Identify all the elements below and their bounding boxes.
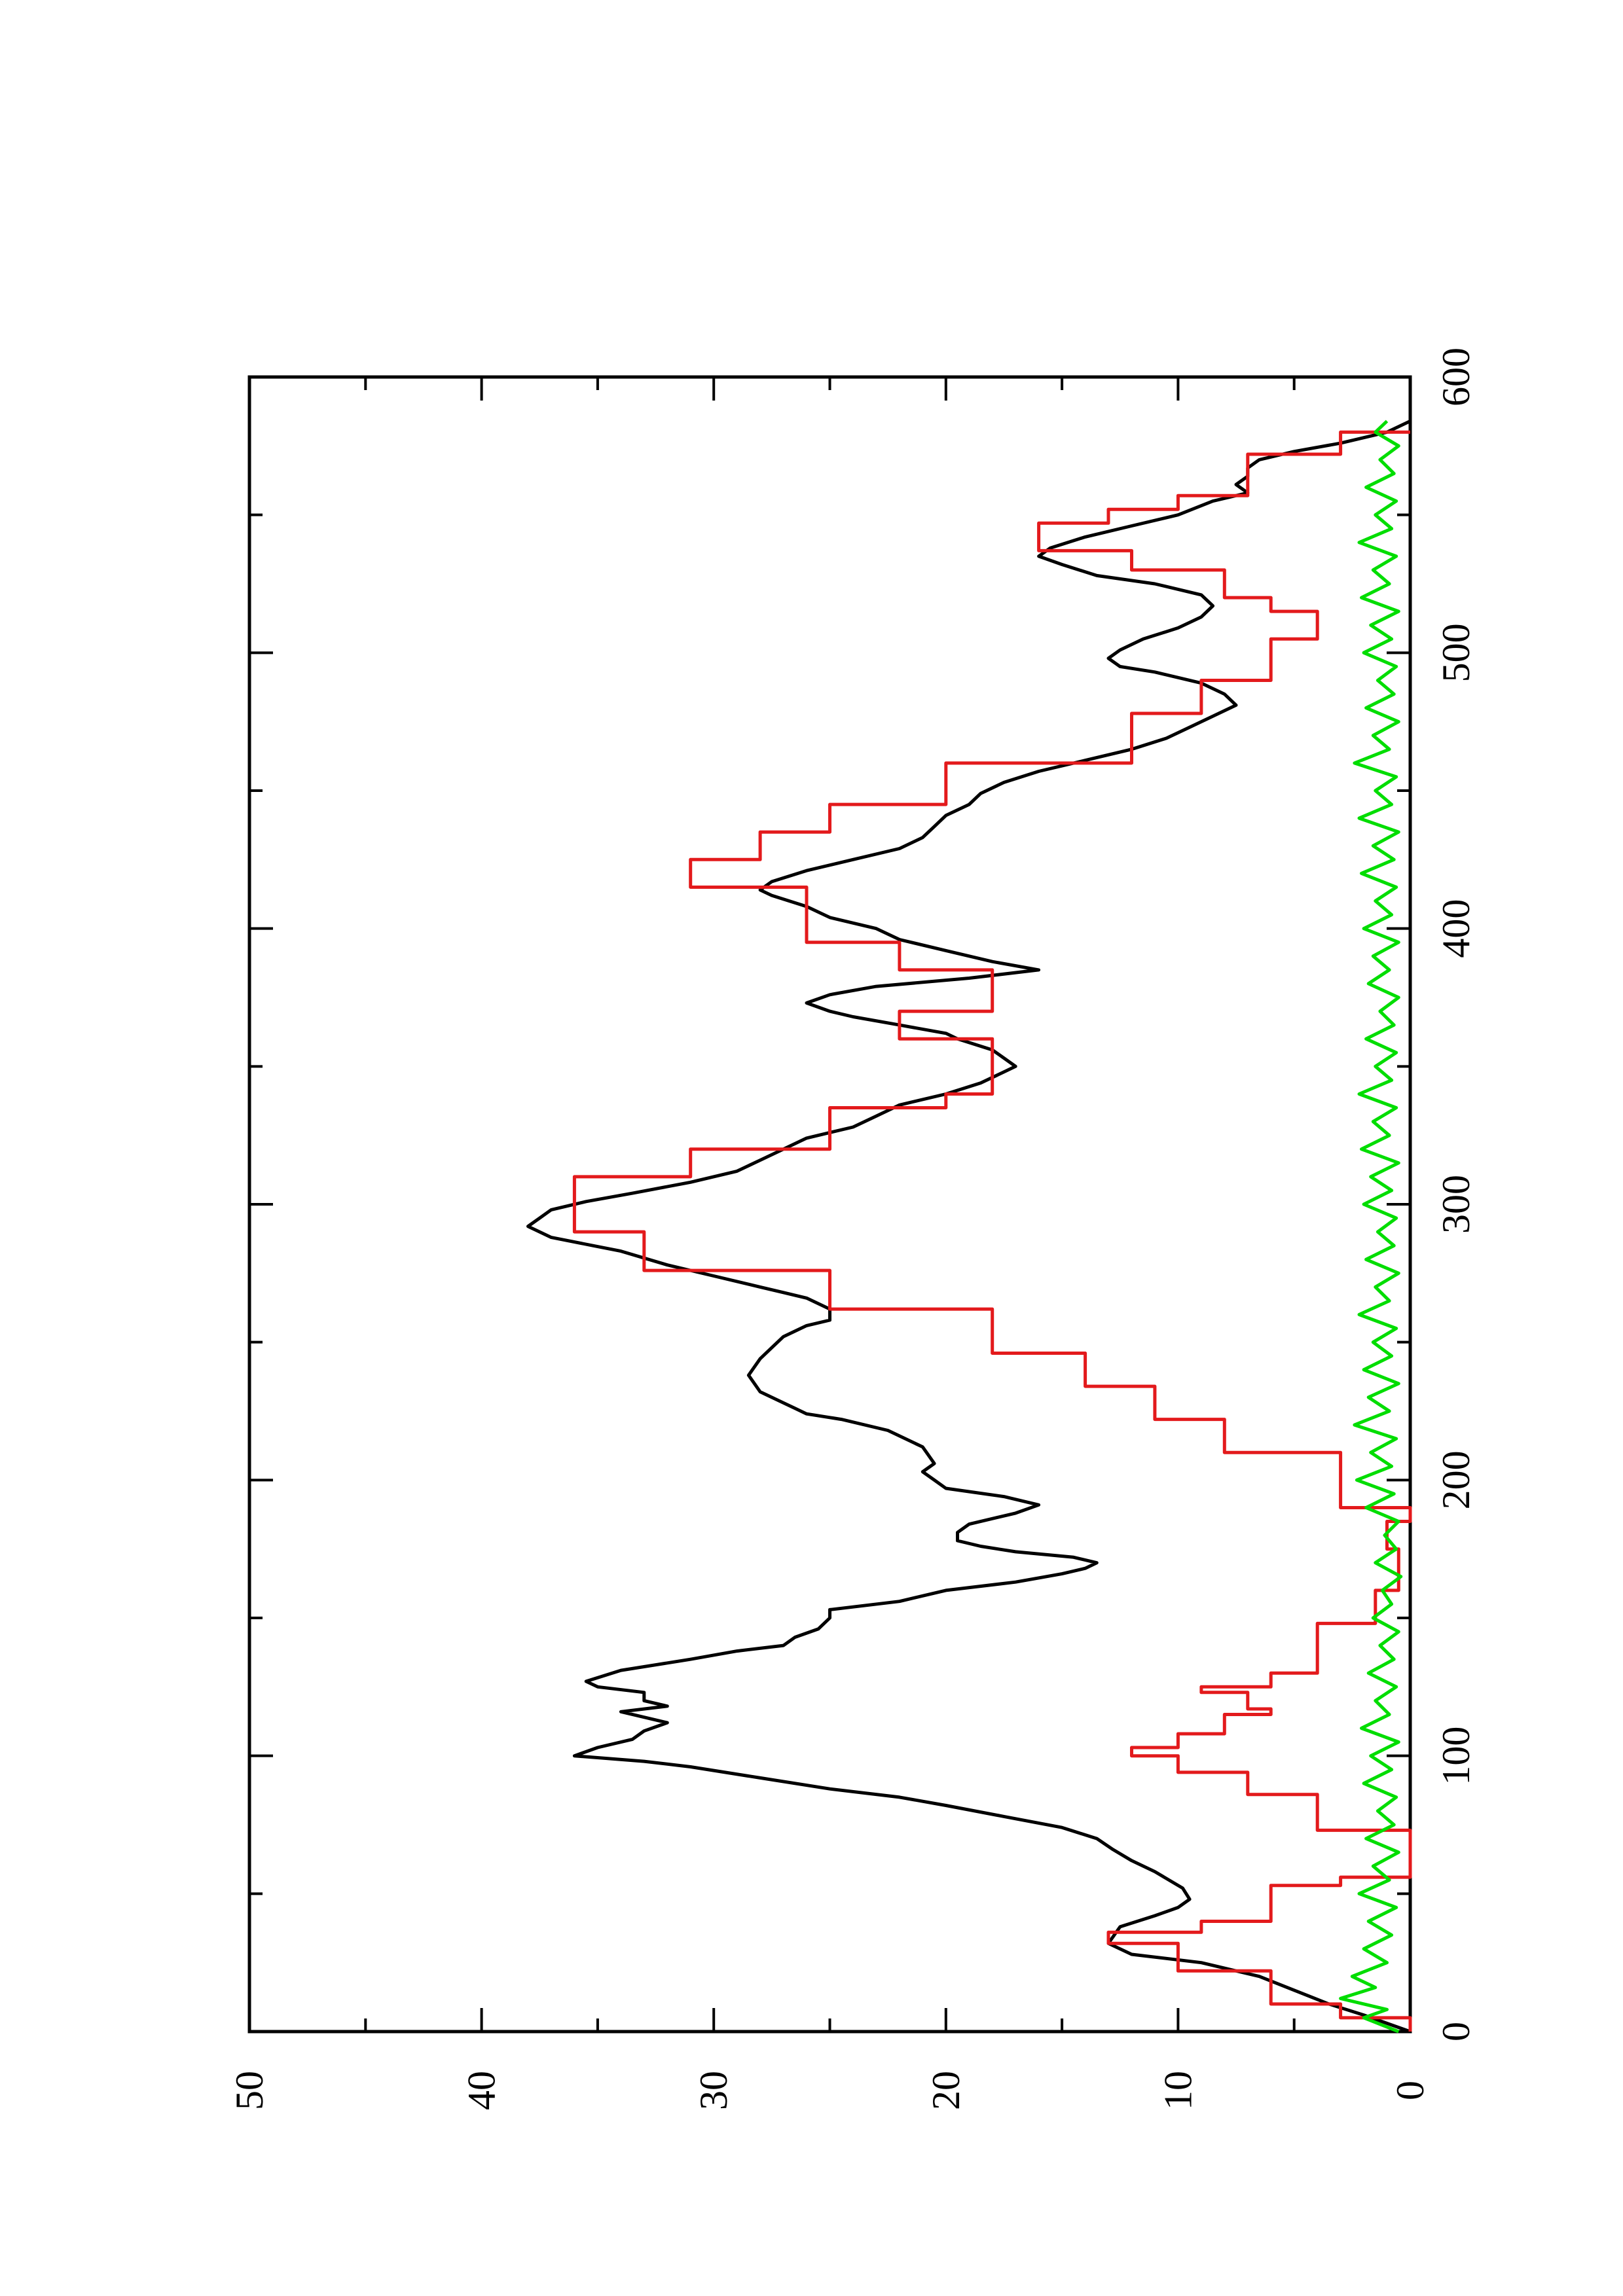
plot-frame [247, 375, 1412, 2034]
x-tick-label: 0 [1434, 2022, 1478, 2041]
red-series-line [572, 430, 1412, 2032]
x-tick-label: 100 [1434, 1727, 1478, 1785]
green-series-line [1339, 420, 1403, 2034]
y-tick-label: 0 [1389, 2081, 1432, 2100]
major-ticks [248, 376, 1412, 2033]
series-lines [526, 420, 1412, 2034]
minor-ticks [249, 377, 1410, 2032]
x-tick-label: 500 [1434, 623, 1478, 682]
y-tick-label: 40 [460, 2071, 503, 2110]
y-tick-label: 20 [924, 2071, 968, 2110]
x-tick-label: 600 [1434, 348, 1478, 406]
black-series-line [526, 420, 1412, 2034]
y-tick-label: 50 [228, 2071, 271, 2110]
x-tick-label: 300 [1434, 1175, 1478, 1234]
x-tick-label: 400 [1434, 899, 1478, 958]
x-tick-label: 200 [1434, 1450, 1478, 1509]
y-tick-label: 10 [1156, 2071, 1199, 2110]
tick-labels: 0 100 200 300 400 500 600 0 10 20 30 40 50 [228, 348, 1478, 2110]
y-tick-label: 30 [692, 2071, 735, 2110]
